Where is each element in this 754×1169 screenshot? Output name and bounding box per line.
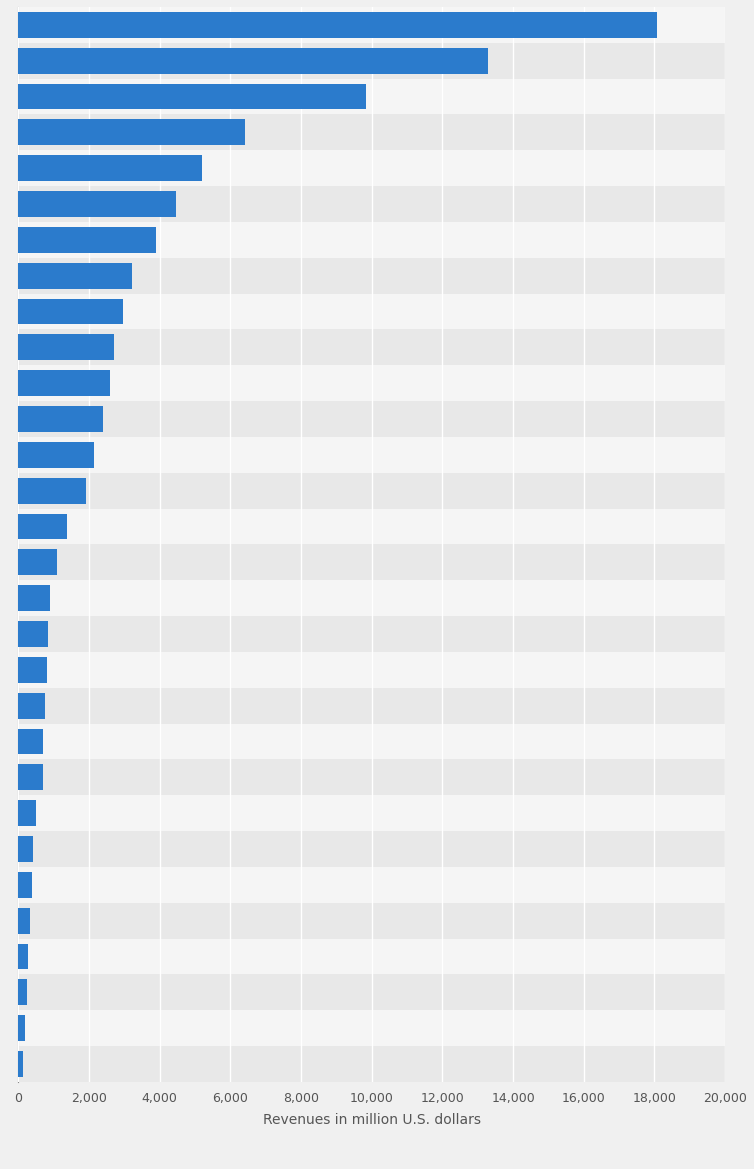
- Bar: [19, 78, 725, 115]
- Bar: [19, 980, 27, 1005]
- Bar: [19, 975, 725, 1010]
- Bar: [19, 7, 725, 43]
- Bar: [19, 115, 725, 151]
- Bar: [19, 586, 51, 611]
- Bar: [19, 48, 489, 74]
- Bar: [19, 939, 725, 975]
- Bar: [19, 442, 94, 468]
- Bar: [19, 84, 366, 110]
- Bar: [19, 765, 42, 790]
- Bar: [19, 406, 103, 431]
- Bar: [19, 1016, 25, 1042]
- Bar: [19, 724, 725, 760]
- Bar: [19, 371, 110, 396]
- Bar: [19, 151, 725, 186]
- Bar: [19, 616, 725, 652]
- Bar: [19, 728, 43, 754]
- Bar: [19, 908, 30, 934]
- Bar: [19, 687, 725, 724]
- Bar: [19, 795, 725, 831]
- Bar: [19, 293, 725, 330]
- Bar: [19, 191, 176, 217]
- Bar: [19, 437, 725, 472]
- Bar: [19, 258, 725, 293]
- Bar: [19, 298, 123, 325]
- Bar: [19, 43, 725, 78]
- Bar: [19, 831, 725, 867]
- X-axis label: Revenues in million U.S. dollars: Revenues in million U.S. dollars: [263, 1113, 481, 1127]
- Bar: [19, 12, 657, 37]
- Bar: [19, 943, 29, 969]
- Bar: [19, 334, 114, 360]
- Bar: [19, 330, 725, 365]
- Bar: [19, 657, 47, 683]
- Bar: [19, 222, 725, 258]
- Bar: [19, 652, 725, 687]
- Bar: [19, 693, 45, 719]
- Bar: [19, 1010, 725, 1046]
- Bar: [19, 902, 725, 939]
- Bar: [19, 836, 33, 862]
- Bar: [19, 801, 35, 826]
- Bar: [19, 1046, 725, 1082]
- Bar: [19, 365, 725, 401]
- Bar: [19, 263, 131, 289]
- Bar: [19, 1051, 23, 1077]
- Bar: [19, 155, 201, 181]
- Bar: [19, 186, 725, 222]
- Bar: [19, 509, 725, 545]
- Bar: [19, 580, 725, 616]
- Bar: [19, 401, 725, 437]
- Bar: [19, 478, 86, 504]
- Bar: [19, 621, 48, 646]
- Bar: [19, 549, 57, 575]
- Bar: [19, 872, 32, 898]
- Bar: [19, 227, 156, 253]
- Bar: [19, 119, 244, 145]
- Bar: [19, 867, 725, 902]
- Bar: [19, 545, 725, 580]
- Bar: [19, 760, 725, 795]
- Bar: [19, 472, 725, 509]
- Bar: [19, 513, 67, 539]
